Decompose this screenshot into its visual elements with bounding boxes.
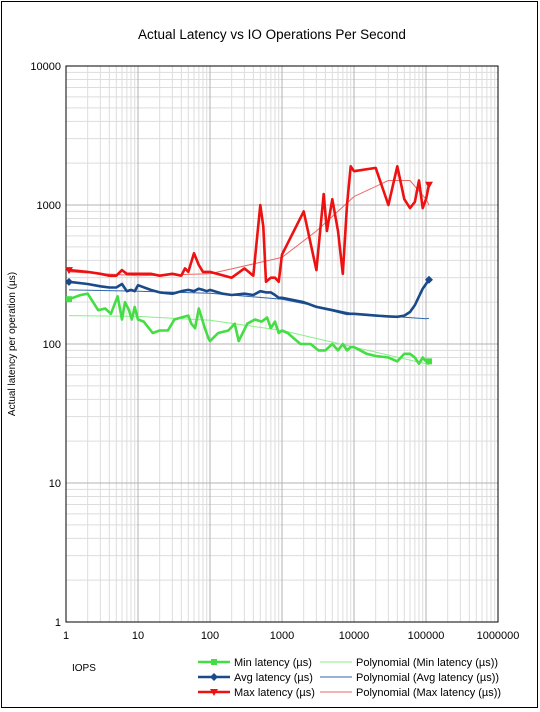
- x-tick-label: 1000: [270, 630, 294, 642]
- x-tick-label: 10000: [339, 630, 370, 642]
- x-tick-labels: 1 10 100 1000 10000 100000 1000000: [63, 630, 519, 642]
- series-line-min-latency-s: [68, 292, 429, 366]
- series-line-avg-latency-s: [68, 278, 431, 319]
- plot-area-border: [65, 65, 499, 623]
- legend-item: Max latency (µs): [198, 687, 315, 699]
- y-tick-label: 100: [43, 339, 61, 351]
- legend-label: Avg latency (µs): [234, 672, 313, 684]
- legend-label: Polynomial (Max latency (µs)): [356, 687, 501, 699]
- legend-label: Polynomial (Min latency (µs)): [356, 657, 498, 669]
- y-tick-label: 10: [49, 478, 61, 490]
- x-tick-label: 1: [63, 630, 69, 642]
- series-line-polynomial-avg-latency-s: [68, 289, 430, 320]
- legend-swatch-marker: [210, 673, 218, 681]
- data-point-marker: [64, 277, 73, 286]
- legend-swatch-marker: [210, 689, 218, 696]
- data-point-marker: [424, 181, 433, 189]
- legend-item: Min latency (µs): [198, 657, 312, 669]
- y-axis-label: Actual latency per operation (µs): [7, 272, 18, 416]
- series-polynomial-avg-latency-s: [68, 289, 430, 320]
- series-line-max-latency-s: [68, 165, 431, 284]
- x-axis-label: IOPS: [72, 663, 96, 674]
- series-max-latency-s: [64, 165, 433, 284]
- series-min-latency-s: [65, 292, 432, 366]
- series-layer: [64, 165, 433, 366]
- x-tick-label: 100: [201, 630, 219, 642]
- y-tick-label: 1000: [37, 200, 61, 212]
- legend-item: Polynomial (Min latency (µs)): [320, 657, 498, 669]
- legend-item: Polynomial (Avg latency (µs)): [320, 672, 499, 684]
- series-polynomial-max-latency-s: [68, 180, 430, 277]
- y-tick-labels: 1 10 100 1000 10000: [30, 61, 61, 629]
- data-point-marker: [64, 267, 73, 275]
- legend-item: Avg latency (µs): [198, 672, 313, 684]
- chart-title: Actual Latency vs IO Operations Per Seco…: [138, 27, 406, 42]
- series-avg-latency-s: [64, 275, 433, 319]
- legend-item: Polynomial (Max latency (µs)): [320, 687, 501, 699]
- legend-label: Polynomial (Avg latency (µs)): [356, 672, 499, 684]
- x-tick-label: 100000: [408, 630, 445, 642]
- legend: Min latency (µs) Avg latency (µs) Max late…: [198, 657, 501, 699]
- y-tick-label: 1: [55, 617, 61, 629]
- legend-label: Min latency (µs): [234, 657, 312, 669]
- legend-swatch-marker: [211, 659, 217, 665]
- data-point-marker: [425, 358, 432, 365]
- data-point-marker: [65, 296, 72, 303]
- legend-label: Max latency (µs): [234, 687, 315, 699]
- x-tick-label: 1000000: [477, 630, 520, 642]
- y-tick-label: 10000: [30, 61, 61, 73]
- x-tick-label: 10: [132, 630, 144, 642]
- series-line-polynomial-max-latency-s: [68, 180, 430, 277]
- data-point-marker: [424, 275, 433, 284]
